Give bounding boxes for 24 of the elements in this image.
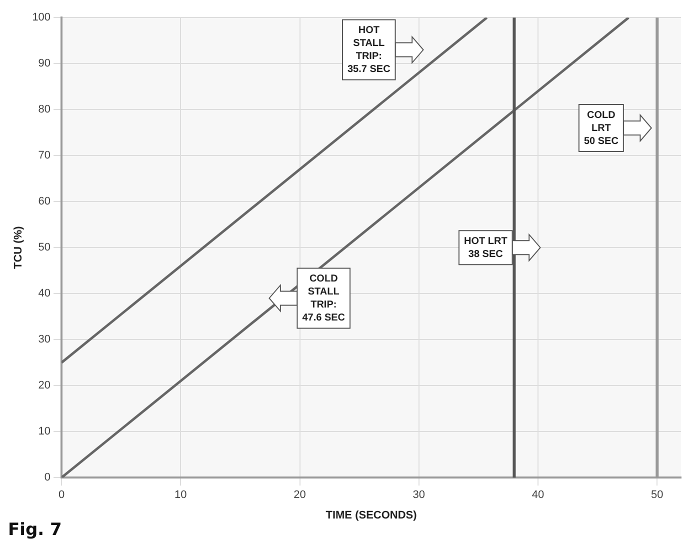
y-tick-label: 50	[38, 242, 51, 254]
x-axis-title: TIME (SECONDS)	[326, 509, 418, 522]
y-tick-label: 70	[38, 150, 51, 162]
caption: Fig. 7	[8, 520, 62, 540]
x-tick-label: 0	[58, 489, 65, 502]
x-tick-label: 20	[294, 489, 306, 502]
y-tick-label: 90	[38, 58, 51, 70]
annotation: HOT STALL TRIP: 35.7 SEC	[347, 25, 390, 76]
annotation: COLD LRT 50 SEC	[584, 110, 618, 147]
y-tick-label: 100	[32, 12, 51, 24]
annotation: COLD STALL TRIP: 47.6 SEC	[302, 273, 346, 324]
y-tick-label: 40	[38, 288, 51, 300]
y-axis-title: TCU (%)	[12, 226, 25, 269]
x-tick-label: 30	[412, 489, 426, 502]
y-tick-label: 10	[38, 426, 51, 438]
x-tick-label: 50	[651, 489, 664, 502]
x-tick-label: 10	[174, 489, 187, 502]
y-tick-label: 20	[38, 380, 51, 392]
y-tick-label: 0	[44, 472, 51, 484]
x-tick-label: 40	[532, 489, 544, 502]
annotation: HOT LRT 38 SEC	[464, 236, 508, 260]
y-tick-label: 30	[38, 334, 51, 346]
y-tick-label: 80	[38, 104, 51, 116]
y-tick-label: 60	[38, 196, 51, 208]
